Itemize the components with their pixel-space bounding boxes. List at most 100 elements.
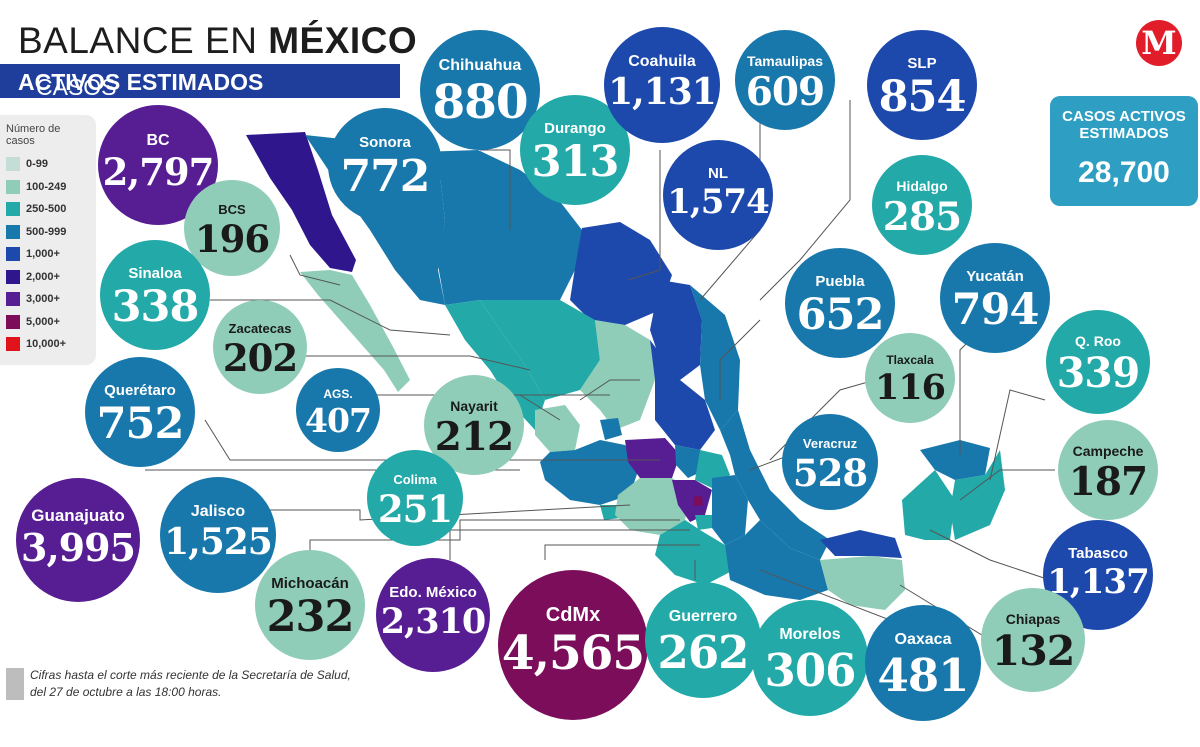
state-bubble: Chiapas 132 bbox=[981, 588, 1085, 692]
map-campeche bbox=[902, 470, 955, 540]
state-bubble: Veracruz 528 bbox=[782, 414, 878, 510]
state-bubble: SLP 854 bbox=[867, 30, 977, 140]
state-value: 407 bbox=[305, 401, 372, 440]
state-name: Nayarit bbox=[450, 398, 498, 414]
legend-swatch bbox=[6, 224, 20, 239]
state-value: 313 bbox=[531, 137, 620, 187]
state-name: CdMx bbox=[545, 604, 601, 626]
state-bubble: Q. Roo 339 bbox=[1046, 310, 1150, 414]
state-name: Sinaloa bbox=[128, 265, 182, 282]
state-name: Q. Roo bbox=[1075, 333, 1121, 349]
total-box: CASOS ACTIVOS ESTIMADOS 28,700 bbox=[1050, 96, 1198, 206]
state-bubble: Tlaxcala 116 bbox=[865, 333, 955, 423]
state-value: 338 bbox=[111, 282, 200, 332]
map-chiapas bbox=[820, 556, 905, 610]
state-name: Colima bbox=[393, 472, 437, 487]
state-bubble: Hidalgo 285 bbox=[872, 155, 972, 255]
legend-label: 5,000+ bbox=[26, 315, 60, 328]
state-value: 116 bbox=[874, 367, 946, 408]
state-bubble: Puebla 652 bbox=[785, 248, 895, 358]
state-bubble: Edo. México 2,310 bbox=[376, 558, 490, 672]
state-bubble: Morelos 306 bbox=[752, 600, 868, 716]
state-name: Oaxaca bbox=[894, 631, 952, 648]
map-morelos bbox=[695, 515, 712, 530]
map-coahuila bbox=[570, 222, 672, 325]
map-yucatan bbox=[920, 440, 990, 480]
state-value: 3,995 bbox=[21, 525, 136, 570]
state-value: 196 bbox=[194, 217, 270, 261]
state-bubble: Tamaulipas 609 bbox=[735, 30, 835, 130]
map-nayarit bbox=[535, 405, 580, 452]
map-bc bbox=[246, 132, 356, 272]
state-name: Veracruz bbox=[802, 436, 858, 451]
legend-swatch bbox=[6, 157, 20, 171]
state-value: 854 bbox=[878, 72, 967, 122]
map-puebla bbox=[712, 475, 748, 545]
map-tamaulipas bbox=[690, 285, 740, 430]
state-value: 1,574 bbox=[667, 182, 769, 222]
state-bubble: CdMx 4,565 bbox=[498, 570, 648, 720]
state-value: 132 bbox=[991, 627, 1076, 675]
legend-swatch bbox=[6, 269, 20, 284]
state-value: 794 bbox=[951, 285, 1040, 335]
map-ags bbox=[600, 418, 622, 440]
state-value: 212 bbox=[434, 414, 514, 460]
state-value: 232 bbox=[266, 592, 355, 642]
map-tabasco bbox=[820, 530, 902, 558]
state-value: 609 bbox=[745, 69, 825, 115]
state-name: Yucatán bbox=[966, 268, 1024, 285]
state-name: Campeche bbox=[1072, 443, 1144, 459]
state-bubble: Yucatán 794 bbox=[940, 243, 1050, 353]
state-value: 772 bbox=[340, 151, 431, 202]
state-value: 1,137 bbox=[1047, 562, 1149, 602]
state-value: 1,131 bbox=[608, 71, 717, 113]
legend-label: 3,000+ bbox=[26, 293, 60, 305]
state-value: 4,565 bbox=[501, 626, 645, 681]
map-slp bbox=[650, 340, 715, 450]
map-states bbox=[246, 132, 1005, 610]
state-name: Guerrero bbox=[668, 608, 738, 625]
state-bubble: Zacatecas 202 bbox=[213, 300, 307, 394]
state-name: Zacatecas bbox=[228, 321, 292, 336]
milenio-logo: M bbox=[1136, 20, 1182, 66]
state-bubble: Guerrero 262 bbox=[645, 582, 761, 698]
state-bubble: NL 1,574 bbox=[663, 140, 773, 250]
state-name: Sonora bbox=[359, 134, 411, 151]
legend-swatch bbox=[6, 247, 20, 261]
state-value: 652 bbox=[796, 290, 885, 340]
state-name: Edo. México bbox=[389, 584, 477, 601]
state-value: 528 bbox=[792, 451, 868, 495]
state-value: 2,797 bbox=[102, 150, 215, 194]
state-name: Tabasco bbox=[1068, 545, 1128, 562]
state-bubble: Colima 251 bbox=[367, 450, 463, 546]
legend-label: 1,000+ bbox=[26, 248, 60, 260]
state-bubble: Querétaro 752 bbox=[85, 357, 195, 467]
state-value: 262 bbox=[657, 626, 750, 679]
map-guanajuato bbox=[625, 438, 680, 478]
legend-label: 100-249 bbox=[26, 180, 67, 193]
state-name: Tlaxcala bbox=[886, 353, 934, 367]
legend-swatch bbox=[6, 292, 20, 306]
state-name: Chihuahua bbox=[438, 57, 522, 74]
state-bubble: Jalisco 1,525 bbox=[160, 477, 276, 593]
state-value: 752 bbox=[96, 399, 185, 449]
state-value: 481 bbox=[877, 649, 970, 702]
legend: Número de casos 0-99 100-249 250-500 500-99… bbox=[0, 115, 96, 365]
state-name: Guanajuato bbox=[31, 506, 125, 525]
state-bubble: Oaxaca 481 bbox=[865, 605, 981, 721]
state-name: Michoacán bbox=[271, 575, 349, 592]
state-name: Hidalgo bbox=[896, 178, 948, 194]
state-name: BC bbox=[146, 132, 170, 149]
page-subtitle: CASOS ACTIVOS ESTIMADOS bbox=[0, 64, 400, 100]
state-value: 306 bbox=[764, 644, 857, 697]
state-value: 1,525 bbox=[164, 521, 273, 563]
legend-swatch bbox=[6, 179, 20, 194]
state-value: 187 bbox=[1068, 459, 1148, 505]
state-name: Chiapas bbox=[1005, 611, 1061, 627]
source-note: Cifras hasta el corte más reciente de la… bbox=[30, 668, 351, 699]
map-cdmx bbox=[693, 496, 703, 506]
legend-title: Número de casos bbox=[6, 123, 61, 147]
map-michoacan bbox=[615, 478, 690, 535]
state-name: Morelos bbox=[779, 626, 841, 643]
